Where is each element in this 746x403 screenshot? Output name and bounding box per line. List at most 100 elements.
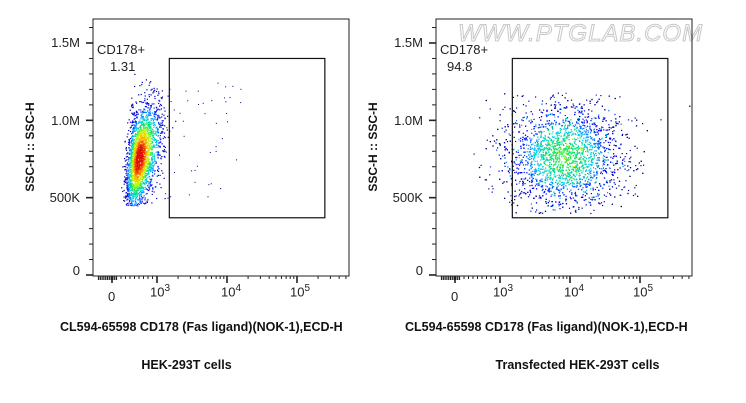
event-dot: [596, 170, 598, 172]
event-dot: [575, 171, 577, 173]
event-dot: [537, 184, 539, 186]
event-dot: [555, 152, 557, 154]
event-dot: [131, 156, 133, 158]
event-dot: [489, 141, 491, 143]
event-dot: [165, 193, 167, 195]
event-dot: [137, 183, 139, 185]
event-dot: [567, 182, 569, 184]
event-dot: [622, 133, 624, 135]
event-dot: [145, 151, 147, 153]
event-dot: [156, 141, 158, 143]
event-dot: [131, 145, 133, 147]
event-dot: [575, 160, 577, 162]
event-dot: [152, 132, 154, 134]
event-dot: [536, 188, 538, 190]
event-dot: [146, 181, 149, 183]
event-dot: [157, 135, 159, 137]
event-dot: [614, 169, 616, 171]
event-dot: [589, 127, 591, 129]
event-dot: [570, 143, 572, 145]
event-dot: [129, 138, 131, 140]
event-dot: [134, 154, 136, 156]
event-dot: [147, 168, 149, 170]
event-dot: [555, 145, 557, 147]
event-dot: [150, 106, 152, 108]
event-dot: [529, 137, 531, 139]
event-dot: [565, 158, 567, 161]
event-dot: [586, 189, 588, 191]
event-dot: [560, 151, 562, 153]
event-dot: [574, 170, 576, 173]
event-dot: [591, 145, 593, 147]
event-dot: [572, 155, 574, 157]
event-dot: [575, 143, 577, 146]
event-dot: [155, 141, 157, 143]
event-dot: [137, 147, 139, 150]
event-dot: [126, 174, 128, 176]
event-dot: [553, 164, 555, 166]
event-dot: [140, 111, 142, 113]
event-dot: [135, 139, 137, 141]
event-dot: [151, 157, 153, 159]
event-dot: [128, 180, 130, 182]
event-dot: [138, 166, 140, 168]
event-dot: [126, 156, 129, 158]
event-dot: [570, 158, 572, 160]
event-dot: [136, 177, 138, 180]
event-dot: [587, 180, 589, 183]
event-dot: [127, 186, 129, 188]
event-dot: [575, 211, 577, 213]
event-dot: [126, 186, 128, 189]
x-tick-label: 103: [150, 283, 171, 300]
event-dot: [131, 124, 133, 126]
event-dot: [629, 158, 631, 160]
event-dot: [540, 141, 542, 143]
event-dot: [135, 169, 137, 171]
event-dot: [593, 155, 595, 157]
event-dot: [531, 179, 533, 182]
event-dot: [583, 199, 585, 201]
event-dot: [151, 118, 153, 120]
event-dot: [144, 133, 146, 135]
event-dot: [207, 196, 209, 198]
event-dot: [528, 154, 530, 156]
event-dot: [132, 152, 135, 154]
event-dot: [575, 156, 578, 159]
event-dot: [132, 164, 134, 166]
event-dot: [136, 170, 138, 172]
event-dot: [134, 179, 136, 181]
event-dot: [505, 129, 507, 131]
event-dot: [572, 148, 574, 150]
event-dot: [147, 160, 149, 162]
event-dot: [548, 137, 550, 139]
event-dot: [137, 171, 139, 173]
event-dot: [141, 162, 143, 164]
event-dot: [538, 117, 541, 119]
event-dot: [520, 147, 522, 150]
event-dot: [131, 197, 133, 199]
event-dot: [588, 169, 590, 171]
event-dot: [564, 173, 567, 175]
event-dot: [575, 168, 578, 170]
event-dot: [550, 159, 552, 161]
event-dot: [160, 157, 162, 159]
event-dot: [146, 132, 148, 134]
event-dot: [147, 128, 149, 130]
event-dot: [154, 116, 156, 118]
event-dot: [579, 135, 581, 137]
event-dot: [136, 111, 139, 113]
event-dot: [139, 179, 141, 181]
event-dot: [226, 121, 228, 123]
event-dot: [125, 164, 127, 166]
event-dot: [593, 117, 595, 119]
event-dot: [531, 138, 533, 140]
event-dot: [551, 185, 553, 187]
event-dot: [134, 162, 136, 164]
event-dot: [585, 140, 587, 142]
event-dot: [146, 167, 148, 169]
event-dot: [146, 157, 148, 159]
event-dot: [588, 197, 590, 199]
event-dot: [634, 187, 636, 189]
event-dot: [127, 133, 129, 135]
event-dot: [136, 196, 138, 198]
